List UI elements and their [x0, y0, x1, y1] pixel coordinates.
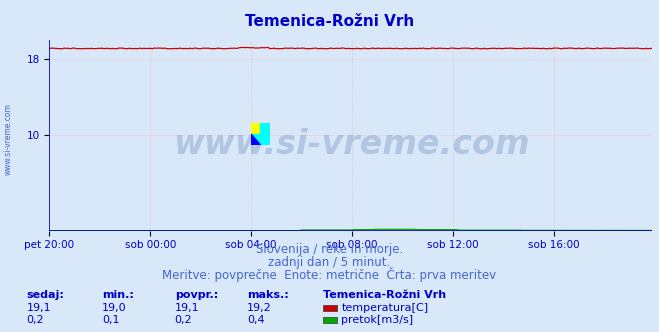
- Bar: [251, 123, 260, 134]
- Text: www.si-vreme.com: www.si-vreme.com: [173, 128, 529, 161]
- Bar: [251, 134, 270, 145]
- Text: zadnji dan / 5 minut.: zadnji dan / 5 minut.: [268, 256, 391, 269]
- Text: pretok[m3/s]: pretok[m3/s]: [341, 315, 413, 325]
- Text: Temenica-Rožni Vrh: Temenica-Rožni Vrh: [323, 290, 446, 300]
- Text: maks.:: maks.:: [247, 290, 289, 300]
- Text: Meritve: povprečne  Enote: metrične  Črta: prva meritev: Meritve: povprečne Enote: metrične Črta:…: [162, 267, 497, 283]
- Text: 19,2: 19,2: [247, 303, 272, 313]
- Text: povpr.:: povpr.:: [175, 290, 218, 300]
- Text: temperatura[C]: temperatura[C]: [341, 303, 428, 313]
- Text: www.si-vreme.com: www.si-vreme.com: [4, 104, 13, 175]
- Text: 19,1: 19,1: [26, 303, 51, 313]
- Text: 19,1: 19,1: [175, 303, 199, 313]
- Text: 19,0: 19,0: [102, 303, 127, 313]
- Text: min.:: min.:: [102, 290, 134, 300]
- Text: Temenica-Rožni Vrh: Temenica-Rožni Vrh: [245, 14, 414, 29]
- Text: sedaj:: sedaj:: [26, 290, 64, 300]
- Text: Slovenija / reke in morje.: Slovenija / reke in morje.: [256, 243, 403, 256]
- Text: 0,1: 0,1: [102, 315, 120, 325]
- Polygon shape: [251, 134, 260, 145]
- Bar: [260, 123, 270, 134]
- Text: 0,4: 0,4: [247, 315, 265, 325]
- Text: 0,2: 0,2: [175, 315, 192, 325]
- Text: 0,2: 0,2: [26, 315, 44, 325]
